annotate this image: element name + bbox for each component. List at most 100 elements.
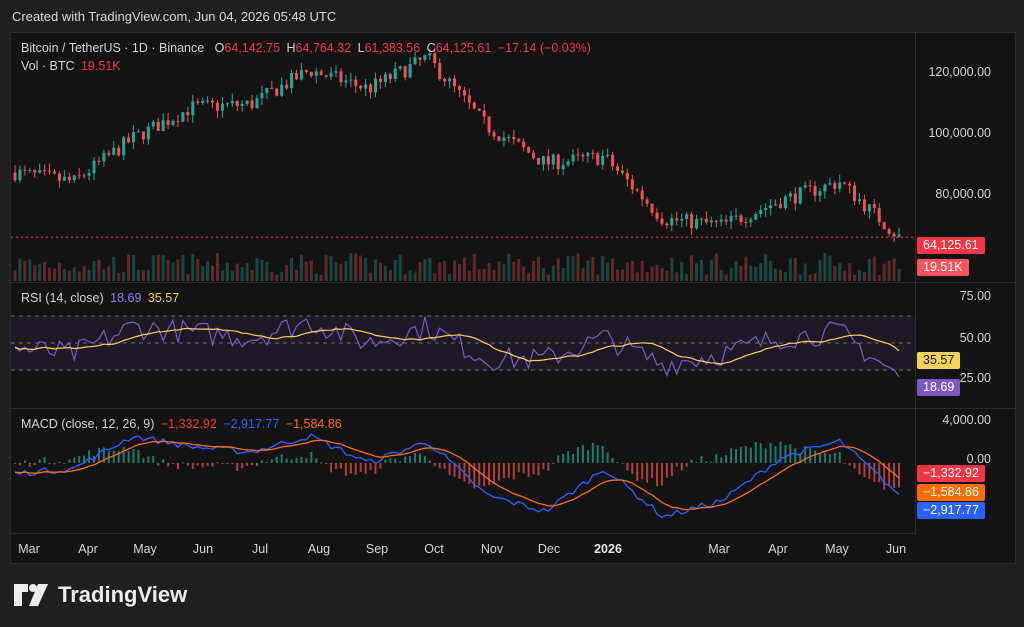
volume-bar (181, 254, 185, 281)
volume-bar (457, 263, 461, 281)
low-label: L (357, 41, 365, 55)
candle-body (413, 57, 417, 64)
macd-histogram-bar (883, 462, 886, 490)
volume-bar (591, 256, 595, 281)
macd-histogram-bar (216, 462, 219, 464)
volume-bar (774, 268, 778, 281)
candle-body (897, 234, 901, 237)
volume-bar (838, 262, 842, 281)
macd-histogram-bar (828, 453, 831, 463)
macd-histogram-bar (863, 462, 866, 478)
pane-separator[interactable] (11, 408, 1015, 409)
candle-body (235, 101, 239, 106)
candle-body (527, 147, 531, 153)
volume-bar (448, 273, 452, 281)
time-axis[interactable]: Mar Apr May Jun Jul Aug Sep Oct Nov Dec … (11, 533, 916, 564)
macd-histogram-bar (784, 445, 787, 463)
volume-bar (18, 258, 22, 281)
candle-body (388, 74, 392, 79)
candle-body (551, 154, 555, 165)
macd-histogram-bar (562, 453, 565, 463)
macd-histogram-bar (809, 448, 812, 463)
macd-histogram-bar (404, 456, 407, 463)
macd-histogram-bar (468, 462, 471, 485)
candle-body (645, 199, 649, 204)
symbol-label[interactable]: Bitcoin / TetherUS · 1D · Binance (21, 41, 205, 55)
volume-bar (482, 268, 486, 281)
candle-body (403, 66, 407, 78)
volume-bar (887, 260, 891, 281)
volume-bar (201, 266, 205, 281)
volume-bar (82, 265, 86, 281)
macd-histogram-bar (73, 457, 76, 463)
macd-histogram-bar (581, 444, 584, 463)
volume-tag: 19.51K (917, 259, 969, 276)
macd-histogram-bar (665, 462, 668, 478)
candle-body (92, 160, 96, 174)
volume-bar (196, 258, 200, 281)
candle-body (887, 229, 891, 234)
volume-bar (92, 261, 96, 281)
volume-bar (250, 269, 254, 281)
candle-body (260, 92, 264, 99)
candle-body (38, 169, 42, 173)
created-with-text: Created with TradingView.com, Jun 04, 20… (12, 9, 337, 24)
candle-body (33, 169, 37, 173)
pane-separator[interactable] (11, 282, 1015, 283)
volume-bar (38, 263, 42, 281)
volume-bar (122, 271, 126, 281)
candle-body (576, 154, 580, 156)
candle-body (443, 78, 447, 82)
volume-bar (230, 270, 234, 281)
volume-bar (497, 261, 501, 281)
candle-body (156, 121, 160, 131)
volume-bar (581, 267, 585, 281)
volume-bar (892, 258, 896, 281)
candle-body (393, 68, 397, 79)
macd-histogram-bar (58, 462, 61, 464)
candle-body (28, 169, 32, 171)
candle-body (487, 116, 491, 133)
volume-bar (487, 262, 491, 281)
volume-bar (127, 254, 131, 281)
macd-histogram-bar (517, 462, 520, 473)
volume-bar (369, 272, 373, 281)
macd-line-value: −2,917.77 (223, 417, 280, 431)
rsi-pane[interactable]: RSI (14, close) 18.69 35.57 (11, 283, 916, 407)
candle-body (620, 170, 624, 173)
volume-bar (156, 254, 160, 281)
volume-bar (882, 263, 886, 281)
volume-bar (299, 254, 303, 281)
volume-bar (260, 260, 264, 281)
volume-bar (428, 257, 432, 281)
candle-body (872, 204, 876, 208)
candle-body (502, 137, 506, 141)
candle-body (611, 154, 615, 167)
macd-histogram-bar (532, 462, 535, 475)
candle-body (196, 101, 200, 103)
volume-bar (872, 256, 876, 281)
candle-body (650, 203, 654, 213)
chart-container[interactable]: Bitcoin / TetherUS · 1D · Binance O64,14… (10, 32, 1016, 564)
tradingview-brand[interactable]: TradingView (14, 582, 187, 608)
volume-bar (655, 264, 659, 281)
macd-pane[interactable]: MACD (close, 12, 26, 9) −1,332.92 −2,917… (11, 409, 916, 533)
volume-bar (117, 273, 121, 281)
macd-tick: 0.00 (966, 452, 991, 466)
price-axis[interactable]: 120,000.00 100,000.00 80,000.00 75.00 50… (915, 33, 1015, 533)
candle-body (739, 215, 743, 222)
macd-histogram-bar (557, 455, 560, 463)
volume-bar (77, 271, 81, 281)
volume-bar (255, 257, 259, 281)
macd-hist-tag: −1,332.92 (917, 465, 985, 482)
price-pane[interactable]: Bitcoin / TetherUS · 1D · Binance O64,14… (11, 33, 916, 281)
candle-body (472, 102, 476, 109)
candle-body (220, 103, 224, 111)
volume-bar (62, 268, 66, 281)
candle-body (201, 100, 205, 103)
macd-histogram-bar (730, 448, 733, 463)
candle-body (438, 63, 442, 79)
volume-bar (744, 256, 748, 281)
candle-body (383, 74, 387, 83)
volume-bar (571, 255, 575, 281)
